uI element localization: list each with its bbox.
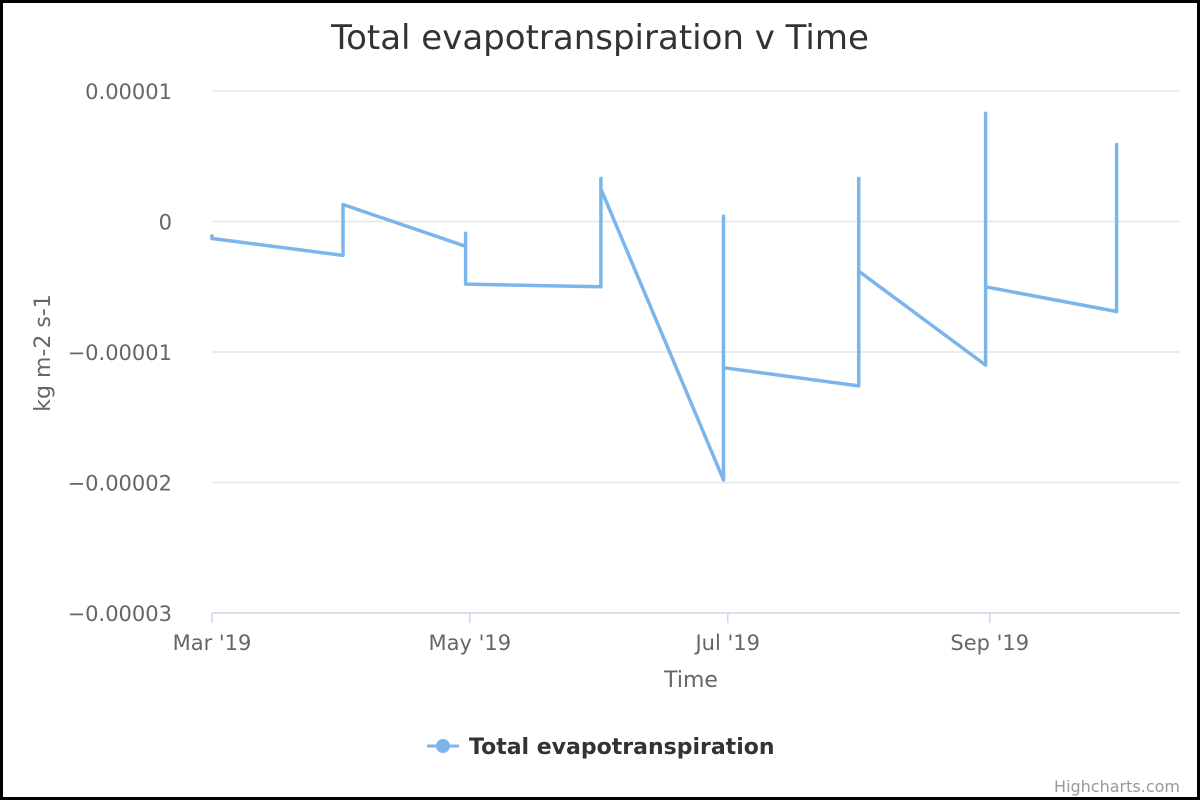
y-tick-label: 0: [159, 211, 172, 235]
x-axis-title: Time: [663, 668, 718, 693]
legend-symbol-marker: [436, 739, 450, 753]
x-tick-label: Jul '19: [693, 631, 760, 655]
x-tick-label: May '19: [429, 631, 512, 655]
x-axis-ticks: Mar '19 May '19 Jul '19 Sep '19: [173, 613, 1029, 655]
series-layer: [210, 111, 1119, 482]
x-tick-label: Sep '19: [950, 631, 1029, 655]
y-axis-title: kg m-2 s-1: [31, 294, 56, 411]
x-tick-label: Mar '19: [173, 631, 252, 655]
legend-label[interactable]: Total evapotranspiration: [469, 735, 775, 760]
legend-item[interactable]: Total evapotranspiration: [427, 735, 775, 760]
credits-link[interactable]: Highcharts.com: [1054, 777, 1180, 796]
y-axis-ticks: 0.00001 0 −0.00001 −0.00002 −0.00003: [68, 80, 172, 626]
y-tick-label: −0.00002: [68, 472, 172, 496]
chart-title: Total evapotranspiration v Time: [330, 18, 869, 58]
y-tick-label: −0.00003: [68, 602, 172, 626]
series-line[interactable]: [210, 111, 1119, 482]
y-tick-label: 0.00001: [85, 80, 172, 104]
grid-lines: [212, 90, 1180, 484]
y-tick-label: −0.00001: [68, 341, 172, 365]
chart-svg: Total evapotranspiration v Time 0.000010…: [31, 18, 1180, 796]
chart-container: Total evapotranspiration v Time 0.00001 0…: [3, 3, 1197, 797]
